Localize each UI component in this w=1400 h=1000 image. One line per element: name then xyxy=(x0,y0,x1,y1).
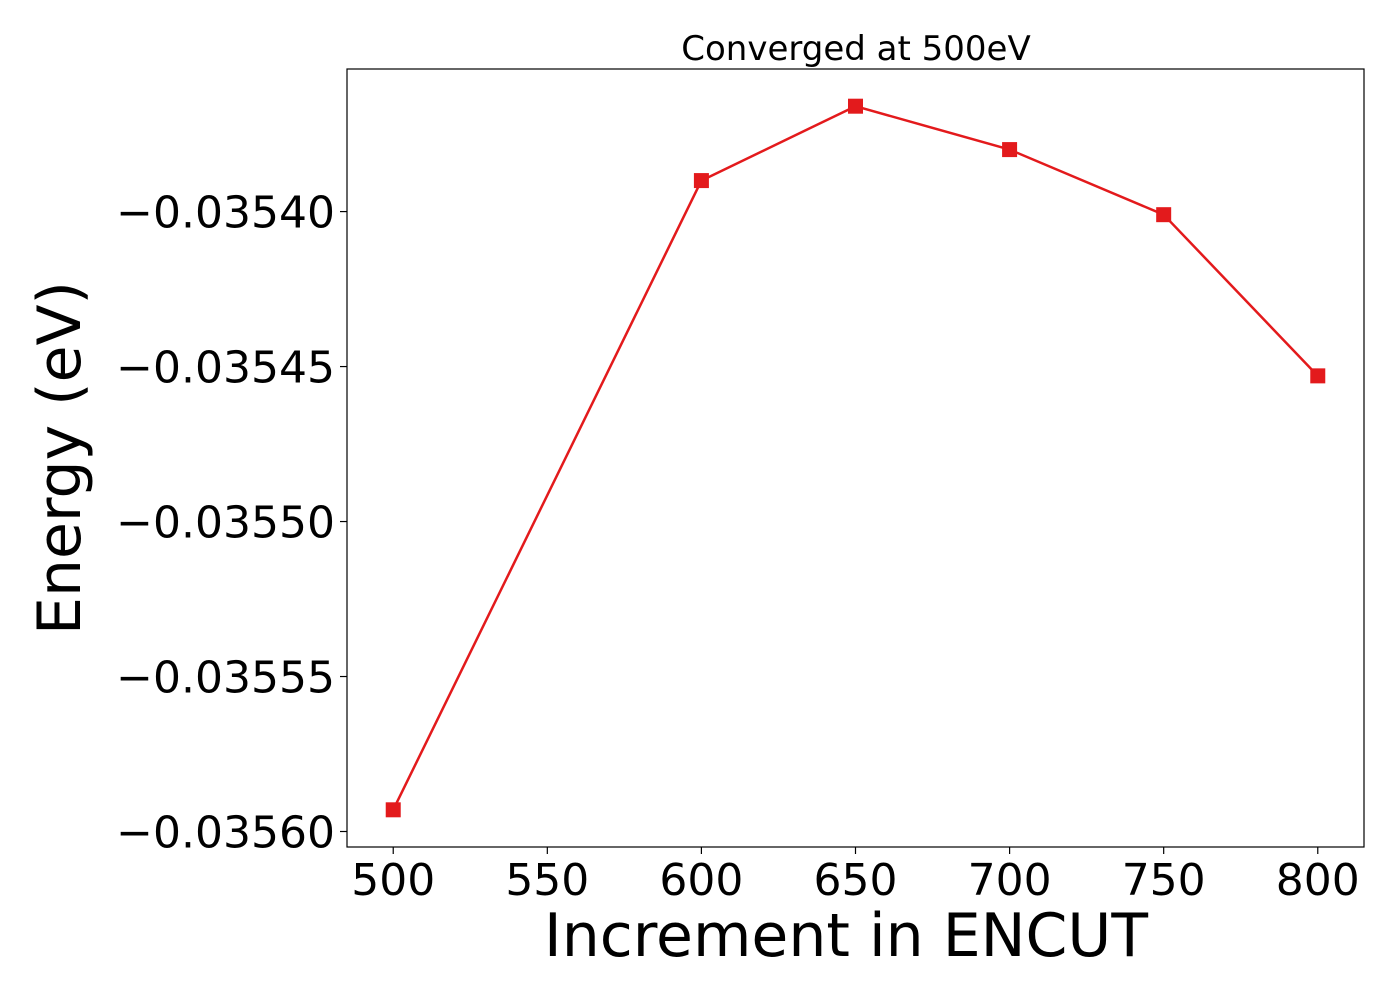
chart-title: Converged at 500eV xyxy=(681,29,1030,69)
x-tick-label: 550 xyxy=(505,855,589,906)
y-axis-title: Energy (eV) xyxy=(25,281,95,635)
y-tick-label: −0.03555 xyxy=(116,653,335,704)
x-tick-label: 700 xyxy=(968,855,1052,906)
data-point-marker xyxy=(848,98,863,114)
y-tick-label: −0.03540 xyxy=(116,188,335,239)
y-tick-label: −0.03545 xyxy=(116,343,335,394)
x-tick-label: 800 xyxy=(1276,855,1360,906)
y-tick-label: −0.03560 xyxy=(116,808,335,859)
y-axis-ticks: −0.03560 −0.03555 −0.03550 −0.03545 −0.03540 xyxy=(116,188,347,859)
x-tick-label: 600 xyxy=(659,855,743,906)
x-tick-label: 650 xyxy=(814,855,898,906)
series-line xyxy=(392,104,1319,811)
plot-area-frame xyxy=(346,68,1365,848)
x-tick-label: 500 xyxy=(351,855,435,906)
data-point-marker xyxy=(385,802,401,818)
data-point-marker xyxy=(1310,368,1326,384)
x-axis-ticks: 500 550 600 650 700 750 800 xyxy=(351,847,1360,906)
data-point-marker xyxy=(693,173,709,189)
series-layer xyxy=(385,98,1326,818)
x-axis-title: Increment in ENCUT xyxy=(544,901,1148,971)
data-point-marker xyxy=(1002,142,1018,158)
x-tick-label: 750 xyxy=(1122,855,1206,906)
y-tick-label: −0.03550 xyxy=(116,498,335,549)
data-point-marker xyxy=(1156,207,1172,223)
